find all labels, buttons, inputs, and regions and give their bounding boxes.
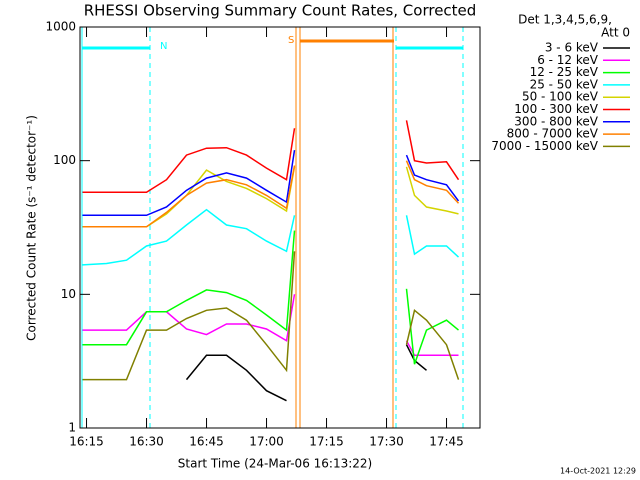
legend-label: 300 - 800 keV: [514, 114, 598, 128]
x-axis-label: Start Time (24-Mar-06 16:13:22): [178, 457, 372, 471]
flag-lines: [81, 27, 464, 428]
y-tick-label: 1000: [45, 20, 76, 34]
y-tick-label: 1: [68, 421, 76, 435]
legend-header: Att 0: [601, 26, 630, 40]
x-tick-label: 16:15: [69, 435, 104, 449]
x-tick-label: 17:00: [249, 435, 284, 449]
annotation: S: [288, 35, 294, 46]
y-axis-label: Corrected Count Rate (s⁻¹ detector⁻¹): [25, 115, 39, 341]
legend-label: 25 - 50 keV: [530, 77, 599, 91]
timestamp: 14-Oct-2021 12:29: [560, 467, 636, 476]
chart-title: RHESSI Observing Summary Count Rates, Co…: [84, 2, 477, 20]
legend-label: 800 - 7000 keV: [507, 127, 599, 141]
plot-frame: [79, 26, 481, 429]
series-line: [82, 230, 459, 365]
y-tick-label: 100: [53, 153, 76, 167]
x-tick-label: 16:30: [129, 435, 164, 449]
legend-label: 50 - 100 keV: [522, 90, 599, 104]
annotation: N: [160, 41, 167, 52]
legend-label: 7000 - 15000 keV: [491, 139, 598, 153]
series-line: [82, 251, 460, 381]
y-tick-label: 10: [61, 287, 76, 301]
series-line: [82, 120, 460, 194]
series-line: [82, 208, 460, 266]
legend-header: Det 1,3,4,5,6,9,: [518, 13, 612, 27]
legend-label: 12 - 25 keV: [530, 65, 599, 79]
x-tick-label: 17:15: [309, 435, 344, 449]
legend-label: 6 - 12 keV: [537, 53, 599, 67]
x-tick-label: 16:45: [189, 435, 224, 449]
series-line: [82, 149, 460, 217]
x-tick-label: 17:45: [429, 435, 464, 449]
legend-label: 3 - 6 keV: [545, 41, 599, 55]
legend-label: 100 - 300 keV: [514, 102, 598, 116]
x-tick-label: 17:30: [369, 435, 404, 449]
series-line: [82, 160, 460, 228]
